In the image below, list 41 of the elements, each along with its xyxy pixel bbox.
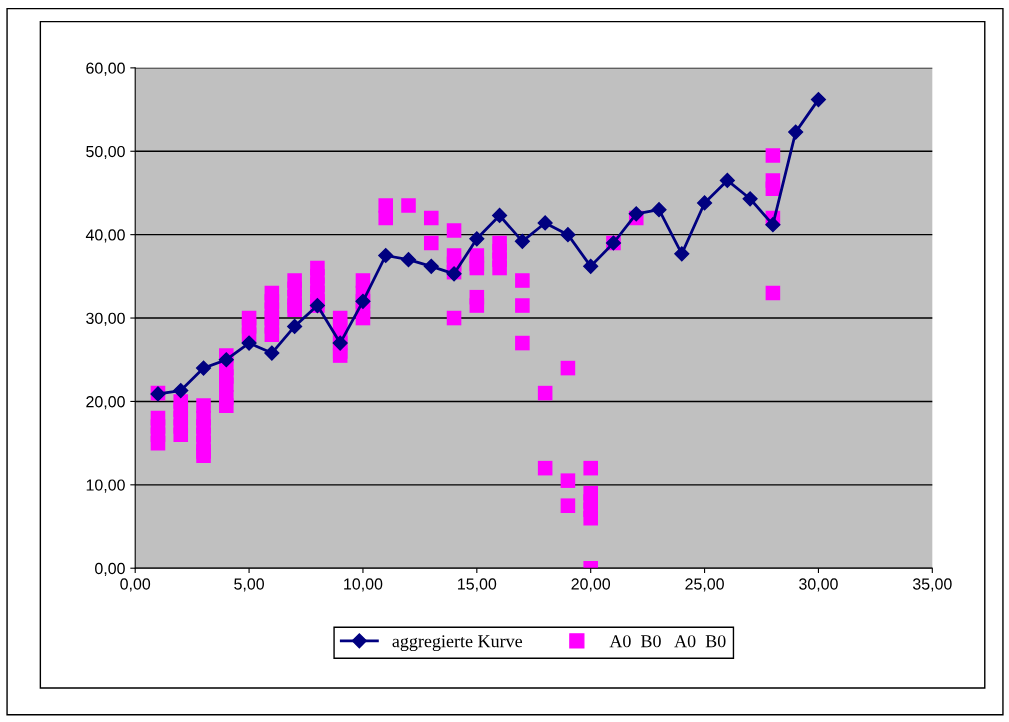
point: [287, 318, 303, 334]
y-tick-label: 60,00: [86, 62, 125, 76]
x-tick-label: 20,00: [571, 578, 611, 592]
point: [697, 195, 713, 211]
point: [241, 335, 257, 351]
point: [719, 172, 735, 189]
point: [195, 360, 212, 376]
point: [173, 383, 189, 399]
point: [788, 124, 804, 140]
y-tick-label: 50,00: [86, 145, 125, 160]
x-tick-label: 30,00: [799, 578, 838, 592]
x-tick-label: 25,00: [685, 578, 724, 592]
point: [628, 206, 644, 222]
point: [560, 227, 576, 243]
y-tick-label: 0,00: [95, 562, 125, 577]
point: [264, 345, 280, 361]
x-tick-label: 0,00: [120, 578, 151, 592]
point: [400, 252, 417, 268]
legend-label: A0 B0 A0 B0: [609, 635, 726, 648]
point: [423, 258, 439, 274]
point: [492, 207, 508, 224]
point: [742, 191, 758, 207]
x-tick-label: 5,00: [234, 578, 264, 592]
point: [583, 258, 599, 274]
point: [218, 352, 234, 368]
point: [674, 246, 690, 262]
y-tick-label: 20,00: [86, 396, 125, 410]
point: [810, 91, 827, 108]
x-tick-label: 10,00: [344, 578, 383, 592]
point: [651, 202, 667, 218]
point: [537, 215, 553, 231]
point: [514, 233, 530, 249]
x-tick-label: 35,00: [912, 578, 952, 592]
y-tick-label: 10,00: [86, 479, 125, 493]
legend-label: aggregierte Kurve: [392, 635, 523, 652]
point: [765, 217, 781, 233]
point: [469, 231, 485, 247]
y-tick-label: 30,00: [86, 312, 125, 326]
point: [378, 247, 394, 264]
y-tick-label: 40,00: [85, 229, 125, 243]
x-tick-label: 15,00: [458, 578, 497, 592]
